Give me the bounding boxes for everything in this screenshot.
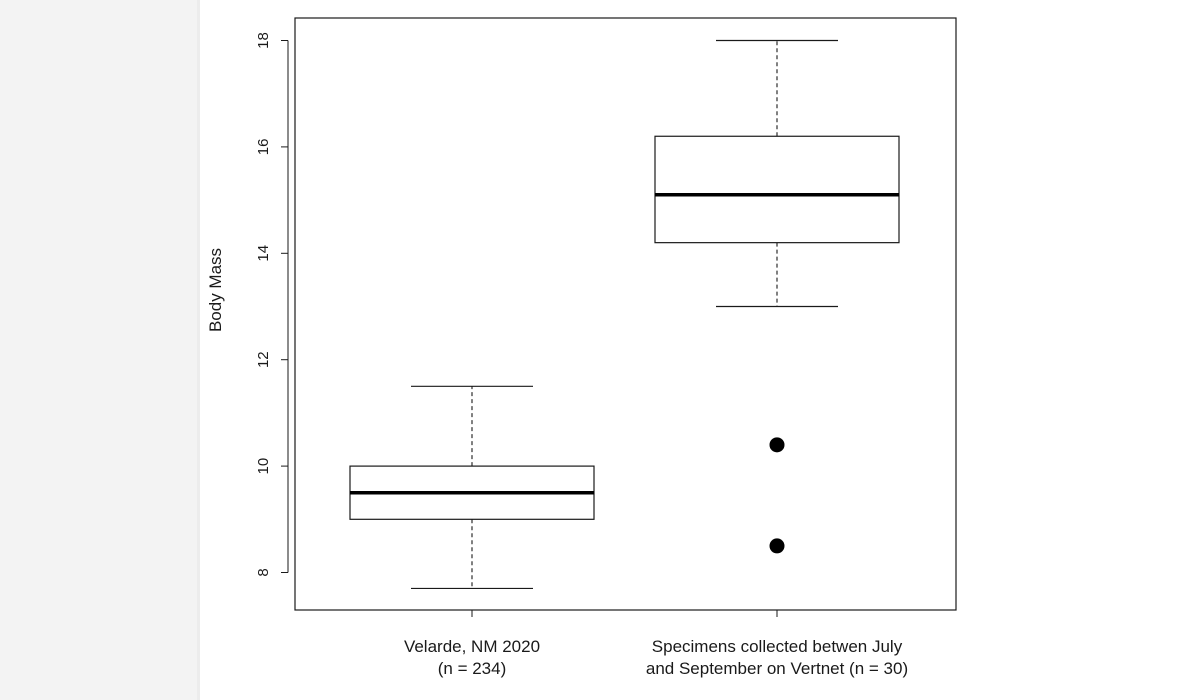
box-2-iqr <box>654 135 900 244</box>
figure-page <box>200 0 1200 700</box>
y-tick-label-18: 18 <box>255 32 272 49</box>
x-tick-label-2-line1: Specimens collected betwen July <box>652 637 903 656</box>
box-2-outlier-2 <box>769 538 785 554</box>
y-axis: 8 10 12 14 16 18 <box>255 32 289 577</box>
y-tick-label-14: 14 <box>255 245 272 262</box>
plot-frame <box>294 17 957 611</box>
box-2-outlier-1 <box>769 437 785 453</box>
y-tick-label-8: 8 <box>255 568 272 576</box>
y-axis-label: Body Mass <box>206 248 225 332</box>
x-tick-label-1-line2: (n = 234) <box>438 659 507 678</box>
x-tick-label-1-line1: Velarde, NM 2020 <box>404 637 540 656</box>
boxes-layer <box>349 39 900 590</box>
y-tick-label-10: 10 <box>255 458 272 475</box>
x-axis: Velarde, NM 2020 (n = 234) Specimens colle… <box>404 609 908 678</box>
y-tick-label-16: 16 <box>255 139 272 156</box>
x-tick-label-2-line2: and September on Vertnet (n = 30) <box>646 659 908 678</box>
y-tick-label-12: 12 <box>255 351 272 368</box>
page-edge-divider <box>197 0 200 700</box>
